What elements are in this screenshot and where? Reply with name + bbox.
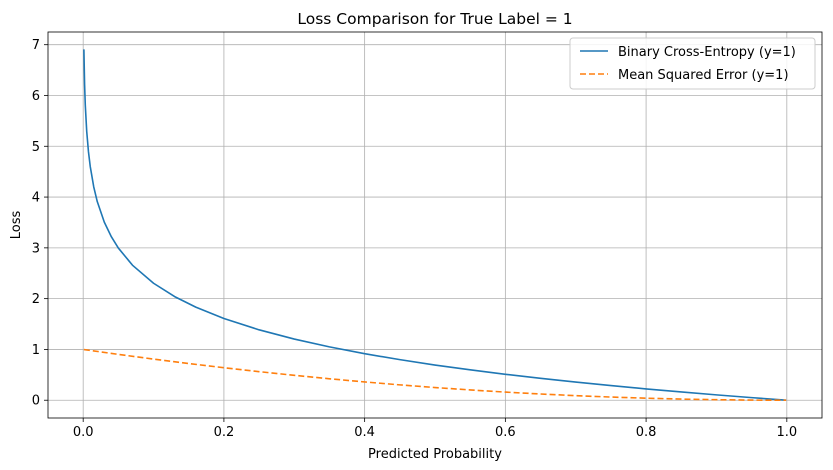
legend-label-bce: Binary Cross-Entropy (y=1) [618, 45, 796, 60]
x-tick-label: 0.6 [495, 425, 516, 440]
y-axis-label: Loss [9, 211, 24, 240]
y-tick-label: 6 [32, 89, 40, 104]
y-tick-label: 7 [32, 38, 40, 53]
y-tick-label: 2 [32, 292, 40, 307]
y-tick-label: 1 [32, 343, 40, 358]
x-axis-label: Predicted Probability [368, 447, 502, 462]
x-tick-label: 1.0 [776, 425, 797, 440]
legend: Binary Cross-Entropy (y=1) Mean Squared … [569, 37, 816, 90]
series-layer [83, 49, 787, 402]
y-tick-label: 3 [32, 241, 40, 256]
y-tick-label: 4 [32, 191, 40, 206]
x-tick-label: 0.8 [636, 425, 657, 440]
legend-box [569, 37, 816, 90]
plot-frame [47, 31, 823, 419]
x-tick-label: 0.0 [73, 425, 94, 440]
ticks: 0.0 0.2 0.4 0.6 0.8 1.0 0 1 2 3 4 5 6 7 [32, 38, 797, 440]
x-tick-label: 0.2 [214, 425, 235, 440]
chart-title: Loss Comparison for True Label = 1 [297, 10, 572, 28]
x-tick-label: 0.4 [354, 425, 375, 440]
y-tick-label: 0 [32, 394, 40, 409]
bce-line [83, 49, 787, 401]
legend-label-mse: Mean Squared Error (y=1) [618, 68, 789, 83]
mse-line [83, 348, 787, 402]
y-tick-label: 5 [32, 140, 40, 155]
